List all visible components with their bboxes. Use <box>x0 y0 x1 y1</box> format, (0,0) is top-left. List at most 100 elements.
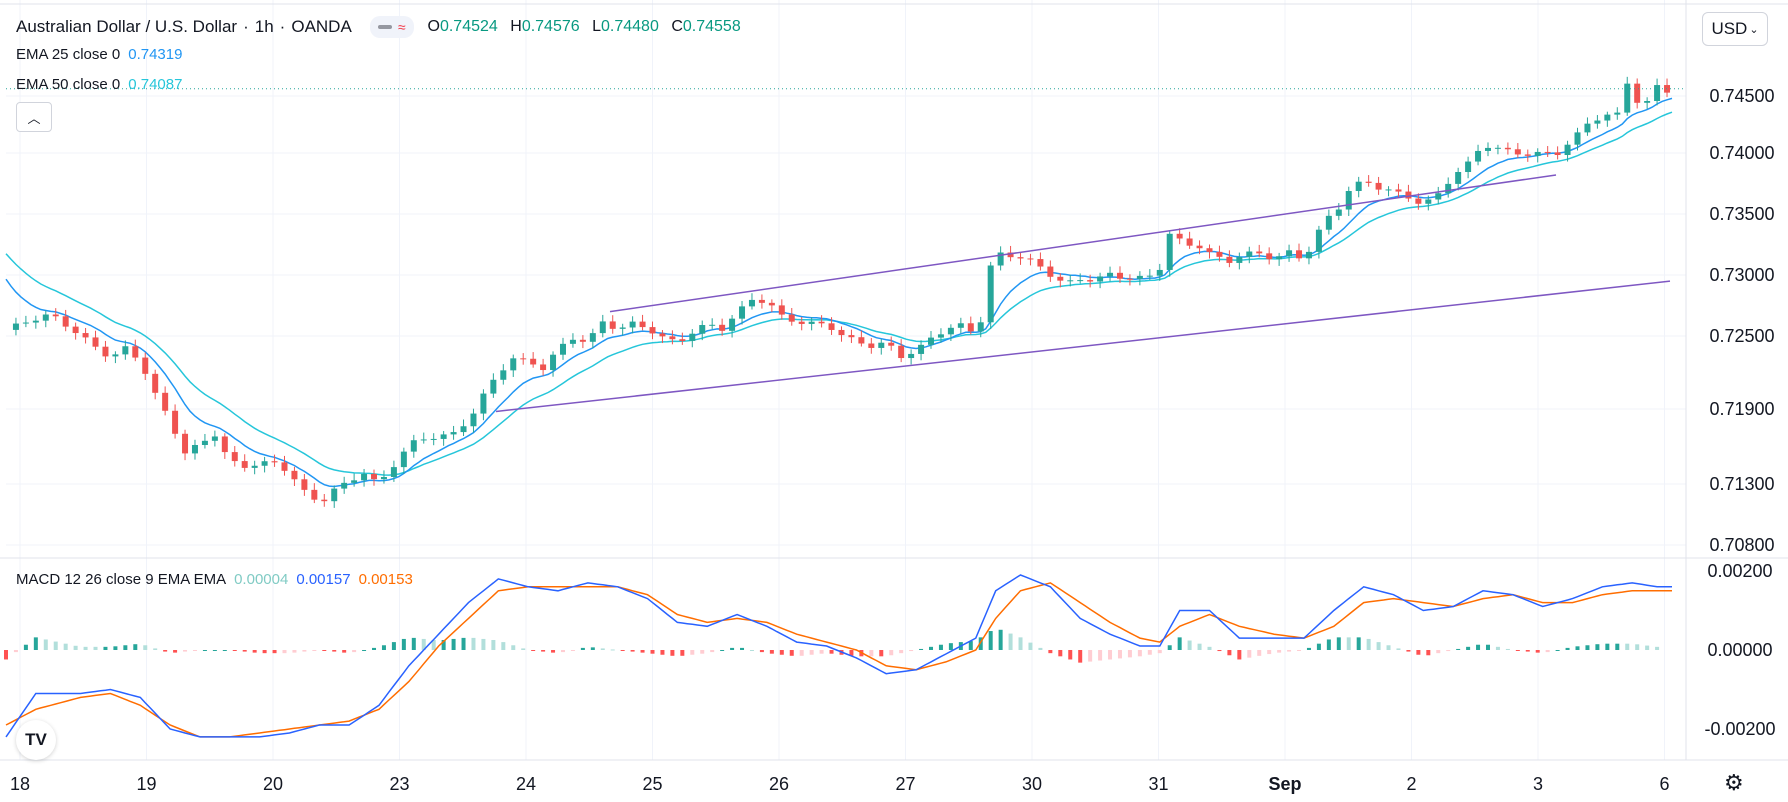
macd-histogram-bar <box>919 648 924 650</box>
macd-histogram-bar <box>1495 646 1500 650</box>
candle-body <box>818 321 825 324</box>
macd-histogram-bar <box>570 650 575 651</box>
macd-histogram-bar <box>1147 650 1152 655</box>
candle-body <box>888 342 895 346</box>
macd-histogram-bar <box>849 650 854 656</box>
candle-body <box>947 327 954 335</box>
candle-body <box>589 333 596 342</box>
candle-body <box>410 440 417 452</box>
macd-histogram-bar <box>610 649 615 651</box>
macd-histogram-bar <box>1595 644 1600 650</box>
macd-histogram-bar <box>431 639 436 650</box>
macd-histogram-bar <box>1535 650 1540 653</box>
macd-histogram-bar <box>809 650 814 655</box>
ema25-line <box>5 97 1673 488</box>
macd-histogram-bar <box>1515 650 1520 651</box>
macd-histogram-bar <box>183 650 188 652</box>
macd-histogram-bar <box>1306 647 1311 650</box>
high-value: 0.74576 <box>521 18 580 35</box>
macd-signal-value: 0.00153 <box>358 571 413 588</box>
macd-histogram-bar <box>730 647 735 650</box>
time-tick-4: 24 <box>516 774 536 794</box>
macd-histogram-bar <box>103 646 108 650</box>
candle-body <box>609 321 616 329</box>
candle-body <box>768 302 775 306</box>
macd-histogram-bar <box>282 650 287 654</box>
symbol-name[interactable]: Australian Dollar / U.S. Dollar <box>16 17 238 36</box>
candle-body <box>122 346 129 355</box>
time-tick-1: 19 <box>136 774 156 794</box>
candle-body <box>639 321 646 328</box>
collapse-legend-button[interactable]: ︿ <box>16 102 52 132</box>
currency-button[interactable]: USD ⌄ <box>1702 12 1768 46</box>
candle-body <box>1484 147 1491 151</box>
candle-body <box>1375 182 1382 190</box>
macd-histogram-bar <box>491 639 496 650</box>
candle-body <box>321 499 328 502</box>
macd-histogram-bar <box>1297 650 1302 651</box>
candle-body <box>510 358 517 371</box>
time-tick-5: 25 <box>642 774 662 794</box>
macd-histogram-bar <box>322 650 327 651</box>
macd-signal-line <box>5 582 1672 738</box>
candle-body <box>1266 253 1273 260</box>
candle-body <box>142 357 149 374</box>
candle-body <box>1365 181 1372 183</box>
macd-histogram-bar <box>13 650 18 653</box>
candle-body <box>997 252 1004 266</box>
macd-histogram-bar <box>272 650 277 654</box>
macd-histogram-bar <box>1058 650 1063 657</box>
candle-body <box>1574 132 1581 145</box>
candle-body <box>440 434 447 439</box>
candle-body <box>967 323 974 332</box>
macd-hist-value: 0.00004 <box>234 571 289 588</box>
ema25-legend[interactable]: EMA 25 close 0 0.74319 <box>16 46 183 63</box>
macd-histogram-bar <box>242 650 247 652</box>
time-tick-10: Sep <box>1268 774 1301 794</box>
macd-histogram-bar <box>590 647 595 650</box>
candle-body <box>112 354 119 357</box>
macd-histogram-bar <box>461 637 466 650</box>
time-tick-6: 26 <box>769 774 789 794</box>
ema50-legend[interactable]: EMA 50 close 0 0.74087 <box>16 76 183 93</box>
macd-histogram-bar <box>789 650 794 656</box>
macd-histogram-bar <box>978 637 983 650</box>
chevron-down-icon: ⌄ <box>1749 23 1759 36</box>
macd-legend[interactable]: MACD 12 26 close 9 EMA EMA 0.00004 0.00157… <box>16 571 413 588</box>
candle-body <box>1107 272 1114 277</box>
macd-histogram-bar <box>1356 637 1361 650</box>
macd-histogram-bar <box>133 644 138 650</box>
candle-body <box>22 322 29 324</box>
candle-body <box>152 373 159 393</box>
candle-body <box>619 327 626 329</box>
candle-body <box>450 432 457 435</box>
candle-body <box>719 324 726 331</box>
candle-body <box>868 343 875 348</box>
macd-histogram-bar <box>1028 642 1033 650</box>
candle-body <box>1554 152 1561 156</box>
macd-histogram-bar <box>1137 650 1142 657</box>
settings-gear-icon[interactable]: ⚙ <box>1724 770 1744 795</box>
data-source: OANDA <box>291 17 352 36</box>
candle-body <box>629 321 636 328</box>
candle-body <box>331 488 338 502</box>
interval[interactable]: 1h <box>254 17 274 36</box>
macd-histogram-bar <box>471 637 476 650</box>
macd-histogram-bar <box>232 650 237 651</box>
candle-body <box>1664 85 1671 93</box>
tradingview-logo-icon[interactable]: TV <box>16 720 56 760</box>
macd-histogram-bar <box>541 650 546 652</box>
candle-body <box>1614 112 1621 115</box>
macd-histogram-bar <box>1386 645 1391 650</box>
macd-histogram-bar <box>1476 644 1481 650</box>
candle-body <box>211 436 218 441</box>
macd-histogram-bar <box>23 644 28 650</box>
candle-body <box>1425 199 1432 204</box>
candle-body <box>957 323 964 328</box>
macd-histogram-bar <box>1446 650 1451 652</box>
main-series <box>5 76 1686 508</box>
indicator-pill[interactable]: ≈ <box>369 16 414 38</box>
candle-body <box>1146 275 1153 277</box>
macd-histogram-bar <box>401 638 406 650</box>
